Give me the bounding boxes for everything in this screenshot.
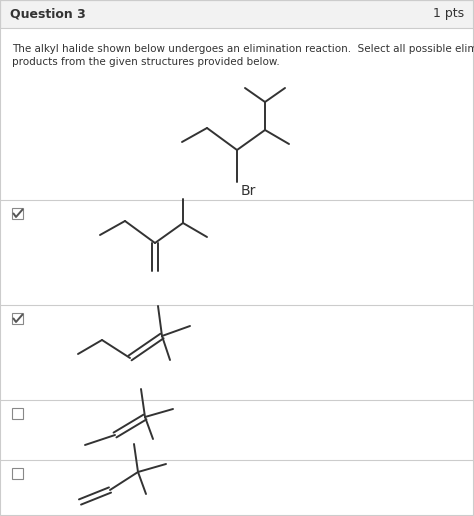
Text: 1 pts: 1 pts [433, 8, 464, 21]
Bar [12, 468, 23, 479]
Text: products from the given structures provided below.: products from the given structures provi… [12, 57, 280, 67]
Bar [12, 313, 23, 324]
Bar [0, 0, 474, 28]
Text: The alkyl halide shown below undergoes an elimination reaction.  Select all poss: The alkyl halide shown below undergoes a… [12, 44, 474, 54]
Text: Question 3: Question 3 [10, 8, 86, 21]
Bar [12, 408, 23, 419]
Bar [12, 208, 23, 219]
Text: Br: Br [241, 184, 256, 198]
